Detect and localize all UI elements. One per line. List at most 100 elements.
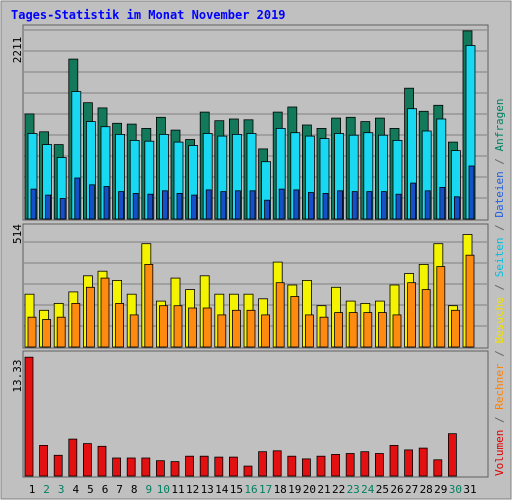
requests-dateien-bar [278,188,285,220]
requests-dateien-bar [59,198,66,220]
volume-volumen-bar [214,456,224,477]
visits-rechner-bar [319,316,329,348]
legend-entry: / [493,410,506,430]
visits-rechner-bar [115,302,124,348]
day-label: 4 [72,483,79,496]
requests-dateien-bar [132,192,139,220]
volume-volumen-bar [68,438,78,477]
volume-volumen-bar [39,444,48,477]
legend-entry: Rechner [493,363,506,410]
volume-volumen-bar [258,451,268,477]
volume-volumen-bar [228,456,238,477]
requests-dateien-bar [234,190,241,220]
volume-volumen-bar [360,451,370,477]
volume-volumen-bar [155,460,165,477]
visits-rechner-bar [86,286,95,348]
requests-dateien-bar [74,177,81,220]
visits-rechner-bar [421,289,431,348]
volume-volumen-bar [97,445,107,477]
volume-volumen-bar [447,433,457,477]
volume-volumen-bar [24,356,34,477]
requests-max-label: 2211 [11,37,24,64]
legend-entry: / [493,151,506,171]
visits-max-label: 514 [11,224,24,244]
requests-dateien-bar [410,182,417,220]
visits-rechner-bar [42,319,51,348]
legend-entry: / [493,218,506,238]
day-label: 25 [376,483,389,496]
requests-dateien-bar [30,188,37,220]
legend-entry: Volumen [493,430,506,476]
visits-rechner-bar [261,314,271,348]
requests-dateien-bar [293,189,300,220]
requests-dateien-bar [161,190,168,220]
visits-rechner-bar [217,314,227,348]
day-label: 20 [303,483,316,496]
requests-dateien-bar [103,186,110,220]
volume-volumen-bar [331,453,341,477]
day-label: 7 [116,483,123,496]
visits-rechner-bar [202,307,212,348]
visits-rechner-bar [173,305,183,348]
volume-volumen-bar [126,457,136,477]
day-label: 5 [87,483,94,496]
volume-volumen-bar [185,455,195,477]
day-label: 15 [230,483,243,496]
side-legend: Volumen / Rechner / Besuche / Seiten / D… [493,98,506,476]
visits-rechner-bar [465,254,475,348]
visits-rechner-bar [129,314,139,348]
requests-dateien-bar [191,194,198,220]
requests-dateien-bar [220,191,227,220]
day-label: 8 [131,483,138,496]
requests-dateien-bar [89,184,95,220]
day-label: 18 [274,483,287,496]
day-label: 29 [434,483,447,496]
day-label: 14 [215,483,229,496]
legend-entry: / [493,344,506,364]
volume-volumen-bar [345,453,355,477]
day-label: 30 [449,483,462,496]
visits-rechner-bar [71,302,81,348]
volume-volumen-bar [389,444,399,477]
chart-title: Tages-Statistik im Monat November 2019 [11,8,286,22]
visits-rechner-bar [246,309,256,348]
volume-volumen-bar [112,457,121,477]
requests-dateien-bar [380,191,387,220]
visits-rechner-bar [348,312,358,348]
day-label: 21 [317,483,330,496]
visits-rechner-bar [144,263,154,348]
volume-max-label: 13.33 [11,359,24,392]
volume-panel: 13.33 [11,350,489,478]
visits-rechner-bar [188,307,198,348]
day-label: 3 [58,483,65,496]
day-label: 26 [390,483,403,496]
visits-rechner-bar [231,309,241,348]
requests-dateien-bar [439,186,446,220]
volume-volumen-bar [404,449,414,477]
visits-panel: 514 [11,223,489,349]
visits-rechner-bar [304,314,314,348]
requests-dateien-bar [205,189,212,220]
requests-dateien-bar [45,194,51,220]
requests-dateien-bar [424,190,431,220]
day-label: 27 [405,483,418,496]
visits-rechner-bar [56,316,66,348]
volume-panel-frame [22,350,489,478]
day-label: 16 [244,483,257,496]
day-label: 11 [171,483,184,496]
requests-dateien-bar [147,193,154,220]
day-label: 17 [259,483,272,496]
visits-rechner-bar [100,277,110,348]
volume-volumen-bar [170,461,180,477]
visits-rechner-bar [450,309,460,348]
volume-volumen-bar [433,459,443,477]
requests-dateien-bar [337,190,344,220]
volume-volumen-bar [374,453,384,477]
requests-dateien-bar [118,191,124,220]
requests-dateien-bar [249,190,256,220]
volume-volumen-bar [83,443,92,477]
day-label: 23 [347,483,360,496]
visits-rechner-bar [436,266,446,348]
